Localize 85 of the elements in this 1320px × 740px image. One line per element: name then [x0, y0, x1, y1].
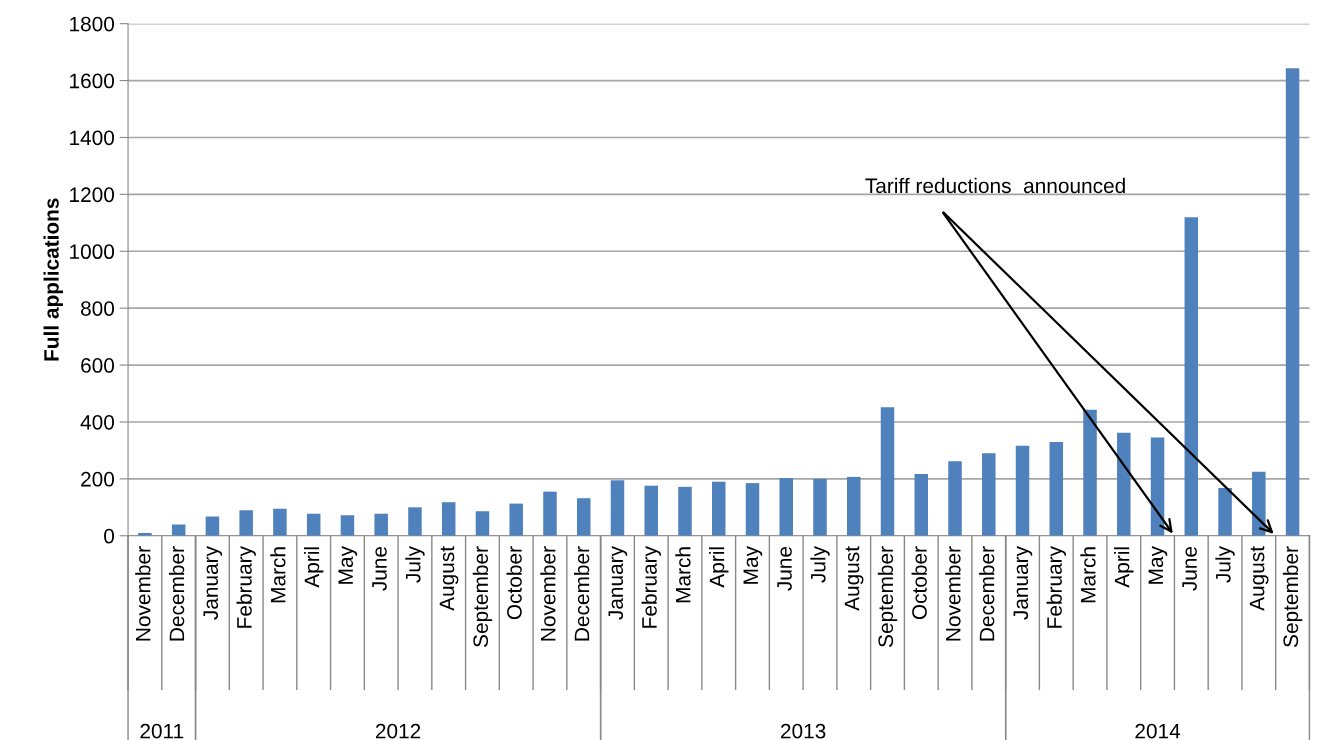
y-tick-label: 800	[80, 301, 115, 316]
bar	[813, 478, 827, 536]
x-tick-label: August	[1249, 546, 1269, 611]
x-tick-label: November	[540, 546, 556, 641]
x-tick-label: March	[270, 547, 286, 603]
x-tick-label: June	[372, 546, 387, 591]
bar	[678, 486, 692, 536]
x-tick-label: July	[1215, 546, 1235, 583]
x-tick-label: December	[168, 546, 185, 641]
bar	[509, 503, 523, 536]
x-tick-label: January	[608, 546, 628, 620]
bar	[1117, 432, 1131, 536]
x-tick-label: January	[203, 546, 223, 620]
x-tick-label: September	[877, 546, 898, 647]
x-tick-label: May	[338, 546, 358, 584]
x-tick-label: August	[844, 546, 864, 611]
x-tick-label: May	[743, 546, 763, 584]
y-tick-label: 1000	[70, 244, 115, 260]
y-tick-label: 0	[104, 528, 115, 544]
x-tick-label: June	[777, 546, 792, 591]
bar	[239, 510, 253, 536]
bar	[408, 507, 422, 536]
bar	[576, 498, 591, 536]
x-tick-label: October	[506, 546, 522, 620]
x-tick-label: December	[574, 546, 590, 641]
y-tick-label: 200	[81, 471, 115, 487]
bar	[1184, 217, 1199, 536]
bar	[914, 474, 929, 536]
bar	[1218, 487, 1232, 536]
bar	[610, 480, 625, 536]
y-tick-label: 1600	[70, 73, 115, 89]
bar	[306, 513, 321, 536]
x-tick-label: July	[810, 546, 830, 583]
x-tick-label: December	[979, 546, 995, 641]
x-tick-label: October	[911, 546, 927, 620]
bar	[644, 485, 658, 536]
text: 2012	[375, 723, 421, 739]
bar	[948, 461, 962, 536]
x-tick-label: March	[1080, 547, 1096, 603]
x-tick-label: February	[236, 546, 256, 628]
bar	[745, 483, 760, 536]
y-tick-label: 600	[81, 358, 115, 373]
bar	[205, 516, 220, 536]
y-tick-label: 1800	[70, 16, 115, 32]
text: 2011	[140, 723, 184, 739]
bar	[374, 513, 388, 536]
x-tick-label: April	[1114, 547, 1134, 588]
bar	[543, 491, 557, 536]
x-tick-label: May	[1148, 546, 1168, 584]
y-tick-label: 400	[80, 414, 115, 430]
x-tick-label: April	[709, 547, 729, 588]
y-tick-label: 1200	[70, 187, 115, 203]
x-tick-label: April	[303, 547, 324, 588]
bar	[441, 502, 456, 536]
x-tick-label: September	[1282, 546, 1303, 647]
bar	[982, 453, 996, 536]
bar	[1049, 441, 1064, 536]
x-tick-label: February	[641, 546, 661, 628]
text: 2014	[1135, 723, 1181, 739]
x-tick-label: January	[1013, 546, 1033, 620]
text: 2013	[781, 723, 826, 739]
x-tick-label: February	[1046, 546, 1066, 628]
x-tick-label: August	[439, 546, 459, 611]
bar	[340, 515, 355, 536]
bar	[1015, 445, 1030, 536]
x-tick-label: June	[1182, 546, 1197, 591]
bar	[1083, 409, 1097, 536]
bar	[1252, 471, 1266, 536]
x-tick-label: November	[945, 546, 961, 641]
bar	[711, 481, 726, 536]
bar	[1285, 68, 1300, 536]
y-axis-title: Full applications	[43, 198, 63, 361]
x-tick-label: March	[675, 547, 691, 603]
bar	[847, 476, 861, 536]
bar	[475, 511, 490, 536]
bar	[880, 407, 895, 536]
bar	[779, 478, 793, 536]
y-tick-label: 1400	[70, 130, 115, 146]
bar	[171, 524, 186, 536]
annotation: Tariff reductions announced	[865, 177, 1125, 194]
x-tick-label: November	[135, 546, 151, 641]
bar	[1150, 437, 1165, 536]
x-tick-label: September	[472, 546, 493, 647]
bar	[273, 508, 287, 536]
x-tick-label: July	[405, 546, 425, 583]
